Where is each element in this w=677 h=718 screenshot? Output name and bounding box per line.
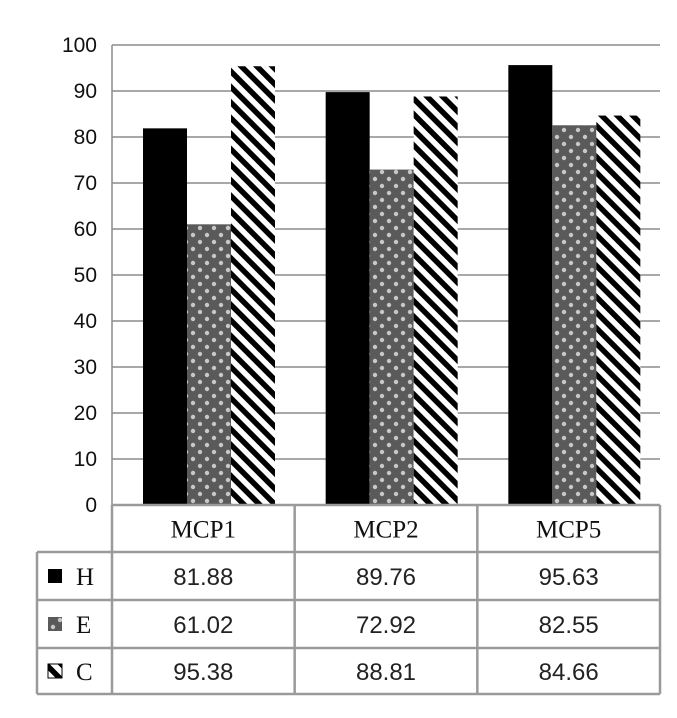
series-name: E: [76, 612, 91, 639]
data-label: 72.92: [356, 612, 416, 639]
category-label: MCP2: [353, 517, 418, 544]
y-tick-label: 30: [74, 356, 97, 379]
bar-h-mcp2: [325, 92, 370, 505]
data-label: 89.76: [356, 564, 416, 591]
y-tick-label: 20: [74, 402, 97, 425]
data-label: 84.66: [539, 659, 599, 686]
bar-h-mcp1: [143, 128, 187, 506]
category-label: MCP1: [171, 517, 236, 544]
data-label: 81.88: [173, 564, 233, 591]
legend-key-c: [47, 663, 63, 679]
y-tick-label: 40: [74, 310, 97, 333]
series-name: H: [76, 564, 94, 591]
category-label: MCP5: [536, 517, 601, 544]
data-label: 95.38: [173, 659, 233, 686]
legend-key-e: [48, 617, 62, 631]
y-tick-label: 0: [85, 494, 97, 517]
y-tick-label: 10: [74, 448, 97, 471]
y-tick-label: 100: [62, 34, 97, 57]
bar-c-mcp5: [596, 115, 641, 506]
y-tick-label: 90: [74, 80, 97, 103]
y-tick-label: 80: [74, 126, 97, 149]
bar-e-mcp1: [187, 224, 231, 506]
series-name: C: [76, 659, 93, 686]
data-label: 95.63: [539, 564, 599, 591]
data-label: 88.81: [356, 659, 416, 686]
data-label: 61.02: [173, 612, 233, 639]
bar-e-mcp2: [369, 169, 414, 505]
bar-c-mcp1: [231, 66, 275, 505]
y-tick-label: 70: [74, 172, 97, 195]
data-label: 82.55: [539, 612, 599, 639]
bars: [143, 65, 641, 506]
bar-e-mcp5: [552, 125, 597, 506]
y-axis-tick-labels: 0 10 20 30 40 50 60 70 80 90 100: [62, 34, 97, 517]
y-tick-label: 50: [74, 264, 97, 287]
legend-key-h: [48, 569, 62, 583]
y-tick-label: 60: [74, 218, 97, 241]
bar-h-mcp5: [508, 65, 553, 506]
bar-c-mcp2: [413, 96, 458, 505]
data-table: MCP1 MCP2 MCP5 H 81.88 89.76 95.63 E 61.02 72.92 8…: [35, 503, 662, 696]
